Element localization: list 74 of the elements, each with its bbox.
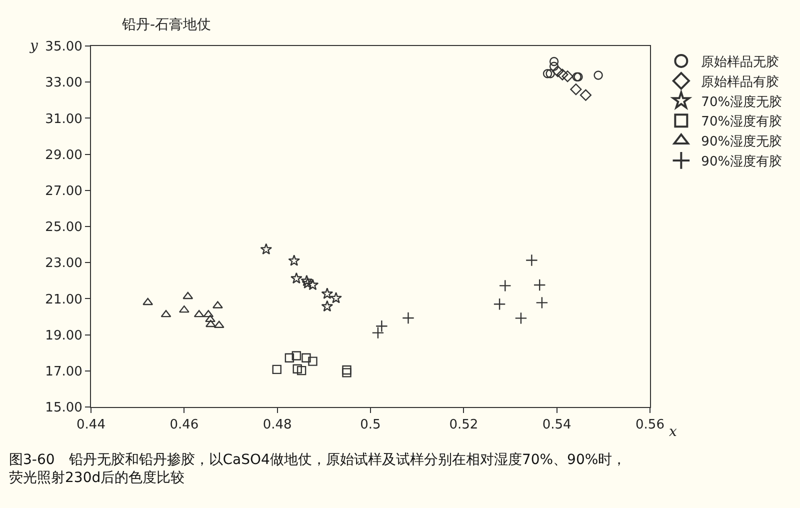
point: [272, 364, 282, 374]
point: [206, 320, 216, 328]
point: [302, 277, 314, 288]
y-tick-label: 19.00: [45, 328, 82, 344]
legend-label: 原始样品有胶: [701, 74, 780, 90]
point: [182, 292, 194, 300]
point: [549, 62, 559, 71]
y-axis-title: y: [29, 38, 39, 54]
point: [260, 243, 272, 255]
point: [542, 69, 552, 78]
point: [342, 368, 352, 378]
point: [292, 364, 302, 374]
y-tick-label: 25.00: [45, 220, 82, 236]
point: [203, 310, 214, 318]
y-tick-label: 21.00: [45, 292, 82, 308]
point: [525, 254, 538, 266]
y-tick-label: 27.00: [45, 184, 82, 199]
x-axis-title: x: [669, 424, 677, 440]
point: [194, 310, 204, 318]
point: [306, 278, 319, 290]
caption: 图3-60 铅丹无胶和铅丹掺胶，以CaSO4做地仗，原始试样及试样分别在相对湿度70%、90%时，荧光照射230d后的色度比较: [9, 452, 626, 486]
point: [302, 353, 311, 362]
chart-title: 铅丹-石膏地仗: [121, 17, 212, 33]
y-tick-label: 17.00: [45, 364, 82, 380]
x-tick-label: 0.48: [262, 418, 292, 433]
point: [536, 296, 548, 309]
point: [402, 312, 414, 324]
x-tick-label: 0.5: [360, 418, 381, 433]
x-tick-label: 0.44: [76, 418, 106, 433]
y-tick-label: 35.00: [45, 40, 82, 55]
point: [330, 292, 342, 304]
point: [552, 65, 564, 78]
point: [546, 69, 555, 78]
point: [549, 56, 559, 66]
y-tick-label: 23.00: [45, 256, 82, 272]
point: [205, 314, 216, 322]
point: [284, 353, 294, 362]
point: [594, 70, 603, 80]
point: [160, 310, 172, 318]
point: [290, 272, 302, 284]
legend-label: 90%湿度有胶: [701, 154, 782, 170]
y-tick-label: 29.00: [45, 148, 82, 163]
legend-label: 90%湿度无胶: [701, 134, 782, 150]
x-tick-label: 0.46: [170, 418, 199, 433]
point: [580, 89, 592, 101]
point: [498, 280, 512, 292]
point: [308, 356, 318, 366]
point: [296, 366, 306, 376]
legend-label: 原始样品无胶: [701, 55, 780, 70]
legend-label: 70%湿度有胶: [701, 114, 782, 130]
x-tick-label: 0.54: [542, 418, 572, 433]
point: [178, 305, 190, 313]
point: [372, 326, 384, 340]
point: [300, 274, 313, 286]
y-tick-label: 33.00: [45, 76, 82, 91]
x-tick-label: 0.56: [636, 418, 664, 433]
point: [375, 320, 388, 332]
point: [570, 84, 582, 96]
point: [288, 254, 300, 266]
point: [142, 298, 154, 306]
point: [342, 365, 352, 375]
point: [321, 288, 334, 299]
point: [556, 68, 568, 80]
point: [292, 351, 302, 360]
point: [321, 300, 334, 312]
point: [562, 70, 574, 82]
y-tick-label: 15.00: [45, 400, 82, 416]
point: [214, 320, 224, 328]
y-tick-label: 31.00: [45, 112, 82, 127]
x-tick-label: 0.52: [449, 418, 478, 433]
legend-label: 70%湿度无胶: [701, 94, 782, 110]
point: [493, 298, 506, 310]
point: [514, 312, 528, 324]
point: [533, 278, 546, 292]
